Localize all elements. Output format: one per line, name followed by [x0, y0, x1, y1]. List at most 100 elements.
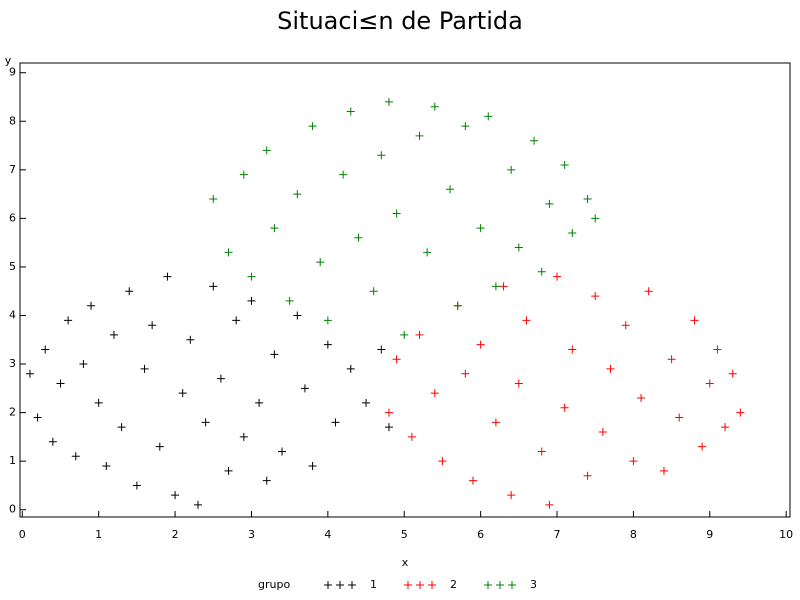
point	[438, 457, 447, 466]
y-tick-label: 7	[9, 163, 16, 176]
point	[659, 466, 668, 475]
point	[132, 481, 141, 490]
point	[698, 442, 707, 451]
point	[48, 437, 57, 446]
point	[545, 500, 554, 509]
point	[316, 258, 325, 267]
point	[339, 170, 348, 179]
point	[537, 447, 546, 456]
point	[25, 369, 34, 378]
point	[262, 146, 271, 155]
point	[560, 160, 569, 169]
point	[476, 340, 485, 349]
point	[346, 364, 355, 373]
point	[293, 311, 302, 320]
point	[331, 418, 340, 427]
point	[598, 428, 607, 437]
point	[186, 335, 195, 344]
point	[545, 199, 554, 208]
point	[583, 194, 592, 203]
point	[384, 423, 393, 432]
point	[484, 112, 493, 121]
point	[171, 491, 180, 500]
point	[415, 131, 424, 140]
point	[201, 418, 210, 427]
point	[430, 389, 439, 398]
point	[568, 228, 577, 237]
y-tick-label: 2	[9, 406, 16, 419]
point	[255, 398, 264, 407]
point	[323, 316, 332, 325]
point	[621, 321, 630, 330]
point	[56, 379, 65, 388]
point	[667, 355, 676, 364]
point	[224, 248, 233, 257]
x-tick-label: 6	[477, 528, 484, 541]
legend-symbol	[404, 581, 412, 589]
point	[354, 233, 363, 242]
point	[79, 360, 88, 369]
legend-symbol	[508, 581, 516, 589]
point	[117, 423, 126, 432]
point	[461, 122, 470, 131]
y-tick-label: 1	[9, 454, 16, 467]
chart-title: Situaci≤n de Partida	[277, 7, 523, 35]
y-tick-label: 6	[9, 211, 16, 224]
x-tick-label: 4	[324, 528, 331, 541]
point	[606, 364, 615, 373]
point	[178, 389, 187, 398]
point	[553, 272, 562, 281]
point	[675, 413, 684, 422]
point	[262, 476, 271, 485]
legend-label: 2	[450, 578, 457, 591]
point	[530, 136, 539, 145]
legend-title: grupo	[258, 578, 290, 591]
x-tick-label: 1	[95, 528, 102, 541]
x-tick-label: 2	[172, 528, 179, 541]
point	[721, 423, 730, 432]
y-tick-label: 5	[9, 260, 16, 273]
point	[278, 447, 287, 456]
point	[102, 462, 111, 471]
point	[736, 408, 745, 417]
point	[369, 287, 378, 296]
point	[247, 272, 256, 281]
y-tick-label: 4	[9, 308, 16, 321]
legend-symbol	[496, 581, 504, 589]
x-tick-label: 10	[779, 528, 793, 541]
point	[209, 194, 218, 203]
point	[193, 500, 202, 509]
point	[224, 466, 233, 475]
point	[491, 282, 500, 291]
legend-symbol	[348, 581, 356, 589]
y-tick-label: 9	[9, 66, 16, 79]
y-tick-label: 3	[9, 357, 16, 370]
point	[446, 185, 455, 194]
y-tick-label: 8	[9, 114, 16, 127]
x-tick-label: 0	[19, 528, 26, 541]
point	[323, 340, 332, 349]
point	[629, 457, 638, 466]
point	[87, 301, 96, 310]
point	[346, 107, 355, 116]
point	[514, 379, 523, 388]
point	[377, 151, 386, 160]
point	[308, 122, 317, 131]
legend-symbol	[484, 581, 492, 589]
point	[232, 316, 241, 325]
legend-symbol	[324, 581, 332, 589]
point	[461, 369, 470, 378]
point	[216, 374, 225, 383]
point	[64, 316, 73, 325]
x-tick-label: 3	[248, 528, 255, 541]
point	[94, 398, 103, 407]
point	[407, 432, 416, 441]
point	[705, 379, 714, 388]
point	[507, 165, 516, 174]
legend-symbol	[428, 581, 436, 589]
point	[690, 316, 699, 325]
x-tick-label: 8	[630, 528, 637, 541]
point	[270, 350, 279, 359]
legend-symbol	[416, 581, 424, 589]
point	[583, 471, 592, 480]
